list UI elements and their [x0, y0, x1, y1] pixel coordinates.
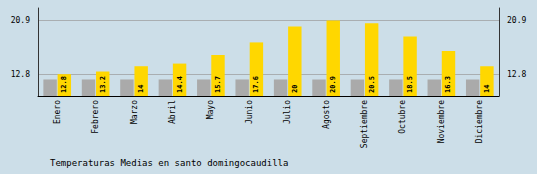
svg-text:Abril: Abril	[168, 100, 177, 124]
svg-text:20.9: 20.9	[507, 16, 526, 25]
svg-text:15.7: 15.7	[214, 76, 222, 93]
svg-text:12.8: 12.8	[11, 70, 30, 79]
svg-text:20.9: 20.9	[329, 76, 337, 93]
svg-text:14.4: 14.4	[176, 76, 184, 93]
svg-text:Agosto: Agosto	[322, 100, 331, 129]
svg-text:13.2: 13.2	[99, 76, 107, 93]
svg-text:17.6: 17.6	[252, 76, 260, 93]
svg-text:Julio: Julio	[283, 100, 292, 124]
svg-text:18.5: 18.5	[406, 76, 414, 93]
svg-text:14: 14	[483, 85, 491, 93]
svg-text:Febrero: Febrero	[91, 100, 100, 134]
svg-text:Noviembre: Noviembre	[437, 100, 446, 144]
svg-text:12.8: 12.8	[60, 76, 68, 93]
svg-text:20.9: 20.9	[11, 16, 30, 25]
svg-text:Junio: Junio	[245, 100, 254, 124]
svg-text:Enero: Enero	[53, 100, 62, 124]
svg-text:20.5: 20.5	[368, 76, 376, 93]
svg-text:Octubre: Octubre	[398, 100, 407, 134]
svg-text:Diciembre: Diciembre	[475, 100, 484, 144]
svg-text:20: 20	[291, 85, 299, 93]
svg-text:Mayo: Mayo	[206, 100, 215, 119]
svg-text:Temperaturas Medias en santo d: Temperaturas Medias en santo domingocaud…	[50, 158, 288, 168]
svg-text:Marzo: Marzo	[130, 100, 139, 124]
svg-text:16.3: 16.3	[444, 76, 452, 93]
svg-text:Septiembre: Septiembre	[360, 100, 369, 148]
svg-text:14: 14	[137, 85, 145, 93]
svg-text:12.8: 12.8	[507, 70, 526, 79]
